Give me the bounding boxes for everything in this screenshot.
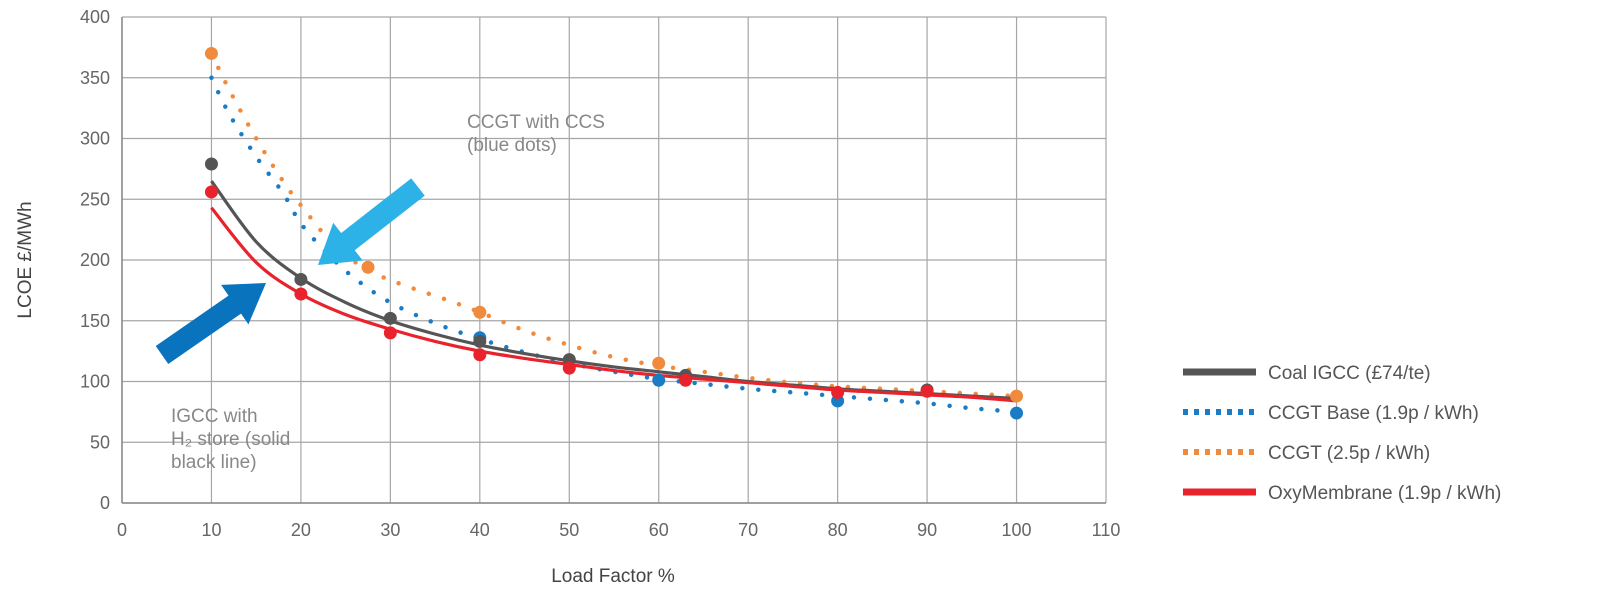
x-tick-label: 100 bbox=[1002, 520, 1032, 540]
y-tick-label: 350 bbox=[80, 68, 110, 88]
legend-label: Coal IGCC (£74/te) bbox=[1268, 363, 1431, 384]
data-point bbox=[831, 385, 845, 399]
y-axis-title: LCOE £/MWh bbox=[15, 201, 36, 318]
data-point bbox=[204, 157, 218, 171]
series-curves bbox=[209, 51, 1019, 415]
axes bbox=[121, 17, 1106, 504]
y-tick-label: 150 bbox=[80, 311, 110, 331]
data-point bbox=[473, 348, 487, 362]
legend-label: CCGT (2.5p / kWh) bbox=[1268, 443, 1430, 464]
x-tick-label: 20 bbox=[291, 520, 311, 540]
annotation-arrow bbox=[318, 178, 425, 265]
y-tick-label: 0 bbox=[100, 493, 110, 513]
y-tick-label: 250 bbox=[80, 189, 110, 209]
y-tick-labels: 0 50 100 150 200 250 300 350 400 bbox=[80, 7, 110, 513]
data-point bbox=[383, 311, 397, 325]
series-points bbox=[204, 46, 1024, 420]
data-point bbox=[920, 384, 934, 398]
x-tick-label: 50 bbox=[559, 520, 579, 540]
y-tick-label: 200 bbox=[80, 250, 110, 270]
data-point bbox=[204, 185, 218, 199]
x-tick-label: 60 bbox=[649, 520, 669, 540]
annotations: CCGT with CCS (blue dots) IGCC with H₂ stor… bbox=[171, 112, 605, 473]
series-line-oxymembrane-1-9p-kwh bbox=[210, 206, 1017, 403]
data-point bbox=[1010, 389, 1024, 403]
x-tick-label: 30 bbox=[380, 520, 400, 540]
data-point bbox=[294, 287, 308, 301]
x-tick-label: 110 bbox=[1092, 520, 1121, 540]
annotation-arrows bbox=[155, 178, 425, 365]
y-tick-label: 400 bbox=[80, 7, 110, 27]
data-point bbox=[361, 260, 375, 274]
data-point bbox=[562, 361, 576, 375]
annotation-text: IGCC with H₂ store (solid black line) bbox=[171, 406, 290, 473]
data-point bbox=[1010, 406, 1024, 420]
annotation-arrow bbox=[155, 283, 266, 365]
x-tick-labels: 0 10 20 30 40 50 60 70 80 90 100 110 bbox=[117, 520, 1120, 540]
x-tick-label: 80 bbox=[828, 520, 848, 540]
x-axis-title: Load Factor % bbox=[551, 566, 675, 587]
data-point bbox=[473, 305, 487, 319]
y-tick-label: 100 bbox=[80, 372, 110, 392]
x-tick-label: 0 bbox=[117, 520, 127, 540]
data-point bbox=[679, 373, 693, 387]
data-point bbox=[473, 334, 487, 348]
legend-label: OxyMembrane (1.9p / kWh) bbox=[1268, 483, 1501, 504]
data-point bbox=[652, 373, 666, 387]
series-line-ccgt-2-5p-kwh bbox=[209, 51, 1019, 399]
x-tick-label: 70 bbox=[738, 520, 758, 540]
legend: Coal IGCC (£74/te) CCGT Base (1.9p / kWh)… bbox=[1183, 363, 1501, 504]
data-point bbox=[294, 272, 308, 286]
data-point bbox=[204, 46, 218, 60]
x-tick-label: 90 bbox=[917, 520, 937, 540]
y-tick-label: 50 bbox=[90, 432, 110, 452]
series-line-coal-igcc-74-te bbox=[210, 180, 1017, 401]
annotation-text: CCGT with CCS (blue dots) bbox=[467, 112, 605, 156]
data-point bbox=[383, 326, 397, 340]
legend-label: CCGT Base (1.9p / kWh) bbox=[1268, 403, 1479, 424]
data-point bbox=[652, 356, 666, 370]
y-tick-label: 300 bbox=[80, 129, 110, 149]
x-tick-label: 10 bbox=[201, 520, 221, 540]
x-tick-label: 40 bbox=[470, 520, 490, 540]
